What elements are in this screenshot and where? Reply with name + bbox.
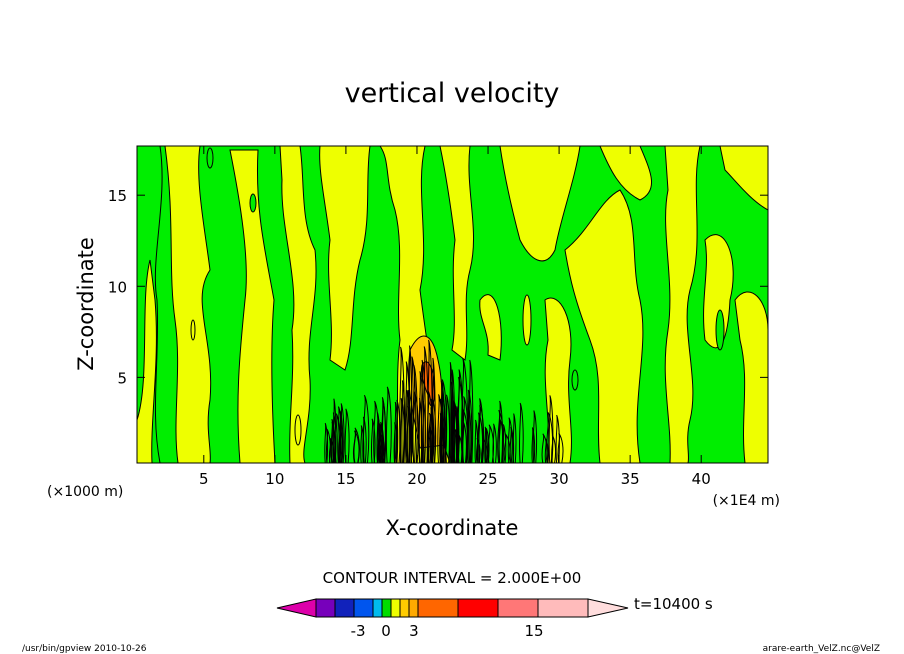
colorbar-tick-label-3: 15 xyxy=(524,622,543,640)
turbulence-line xyxy=(437,394,443,463)
colorbar-segment-6 xyxy=(390,598,401,618)
footer-left: /usr/bin/gpview 2010-10-26 xyxy=(22,644,147,654)
turbulence-line xyxy=(531,427,536,463)
blob-5 xyxy=(522,294,532,346)
turbulence-line xyxy=(440,379,448,463)
blob-4 xyxy=(294,414,302,446)
x-units-right: (×1E4 m) xyxy=(713,493,780,509)
colorbar-tick-label-2: 3 xyxy=(409,622,419,640)
colorbar-segment-12 xyxy=(537,598,589,618)
turbulence-line xyxy=(420,359,426,463)
band-4 xyxy=(229,149,276,463)
x-axis-label: X-coordinate xyxy=(386,516,519,540)
turbulence-line xyxy=(373,400,380,463)
band-5 xyxy=(279,146,317,463)
turbulence-line xyxy=(362,416,367,463)
turbulence-line xyxy=(353,427,360,463)
plot-area xyxy=(137,146,768,463)
band-3 xyxy=(164,146,212,463)
contour-interval: CONTOUR INTERVAL = 2.000E+00 xyxy=(323,569,582,587)
turbulence-line xyxy=(532,410,538,463)
turbulence-line xyxy=(485,427,490,463)
x-tick-label-5: 30 xyxy=(550,470,569,488)
turbulence-line xyxy=(381,400,387,463)
plot-frame xyxy=(136,145,769,464)
band-10 xyxy=(564,189,644,463)
turbulence-line xyxy=(344,408,350,463)
colorbar-tick-label-0: -3 xyxy=(351,622,366,640)
x-tick-label-4: 25 xyxy=(478,470,497,488)
turbulence-line xyxy=(450,369,456,463)
x-tick-label-7: 40 xyxy=(692,470,711,488)
colorbar-segment-8 xyxy=(408,598,419,618)
turbulence-line xyxy=(457,369,464,463)
x-tick-label-6: 35 xyxy=(621,470,640,488)
colorbar-tick-label-1: 0 xyxy=(381,622,391,640)
turbulence-line xyxy=(337,406,343,463)
colorbar-ticks: -3 0 3 15 xyxy=(351,622,544,640)
colorbar-extend-low xyxy=(276,598,317,618)
x-tick-label-1: 10 xyxy=(265,470,284,488)
x-units-left: (×1000 m) xyxy=(47,484,123,500)
turbulence-line xyxy=(450,381,455,463)
turbulence-line xyxy=(457,434,463,463)
band-9 xyxy=(499,146,581,262)
y-axis-label: Z-coordinate xyxy=(74,237,98,371)
band-8 xyxy=(439,146,475,361)
turbulence-line xyxy=(468,359,474,463)
colorbar-segment-5 xyxy=(381,598,392,618)
turbulence-line xyxy=(339,403,345,463)
turbulence-line xyxy=(475,437,481,463)
colorbar-segment-9 xyxy=(417,598,459,618)
y-tick-label-1: 10 xyxy=(108,278,127,296)
band-12 xyxy=(664,146,701,463)
turbulence-line xyxy=(476,412,484,463)
footer-right: arare-earth_VelZ.nc@VelZ xyxy=(763,644,880,654)
turbulence-lines xyxy=(324,339,564,463)
y-axis: 5 10 15 xyxy=(108,187,768,387)
turbulence-line xyxy=(439,398,445,463)
colorbar-segment-3 xyxy=(353,598,374,618)
colorbar-segment-11 xyxy=(497,598,539,618)
x-tick-label-3: 20 xyxy=(407,470,426,488)
colorbar-segment-4 xyxy=(372,598,383,618)
turbulence-line xyxy=(431,357,436,463)
turbulence-line xyxy=(484,426,488,463)
band-6 xyxy=(319,146,371,371)
x-tick-label-0: 5 xyxy=(199,470,209,488)
colorbar xyxy=(276,598,629,618)
x-axis: 5 10 15 20 25 30 35 40 xyxy=(199,146,711,488)
blob-3 xyxy=(206,147,214,169)
x-tick-label-2: 15 xyxy=(336,470,355,488)
turbulence-line xyxy=(406,389,411,463)
y-tick-label-2: 15 xyxy=(108,187,127,205)
blob-6 xyxy=(571,369,579,391)
small-contours xyxy=(190,147,725,446)
y-tick-label-0: 5 xyxy=(117,369,127,387)
band-11 xyxy=(599,146,653,201)
band-17 xyxy=(479,294,502,361)
chart-title: vertical velocity xyxy=(345,78,560,109)
blob-1 xyxy=(190,319,196,341)
colorbar-segment-7 xyxy=(399,598,410,618)
colorbar-extend-high xyxy=(587,598,629,618)
turbulence-line xyxy=(466,389,473,463)
colorbar-segment-10 xyxy=(457,598,499,618)
colorbar-segment-2 xyxy=(334,598,355,618)
turbulence-line xyxy=(362,394,370,463)
turbulence-line xyxy=(408,345,413,463)
turbulence-line xyxy=(445,394,451,463)
turbulence-line xyxy=(557,432,564,463)
band-16 xyxy=(544,297,572,463)
blob-7 xyxy=(715,309,725,351)
turbulence-line xyxy=(325,428,331,463)
band-2 xyxy=(137,259,157,463)
blob-2 xyxy=(249,193,257,213)
turbulence-line xyxy=(546,411,554,463)
colorbar-segment-1 xyxy=(315,598,336,618)
time-label: t=10400 s xyxy=(634,595,713,613)
